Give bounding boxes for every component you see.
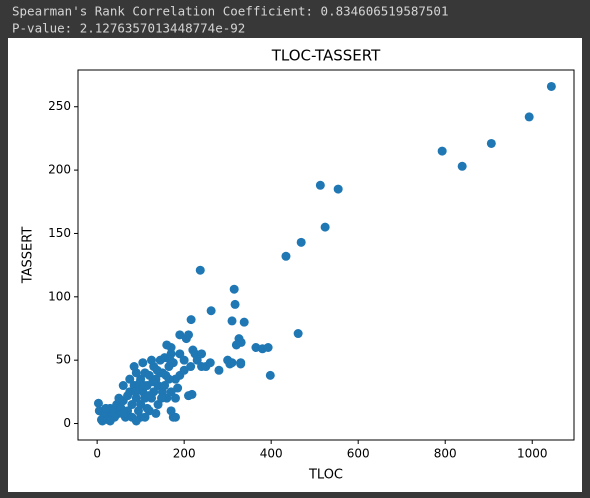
point	[320, 222, 330, 232]
point	[184, 391, 194, 401]
point	[281, 251, 291, 261]
x-tick-label: 0	[93, 447, 101, 461]
point	[101, 403, 111, 413]
point	[214, 365, 224, 375]
x-tick-label: 1000	[517, 447, 548, 461]
point	[125, 374, 135, 384]
point	[127, 400, 137, 410]
point	[118, 408, 128, 418]
point	[114, 393, 124, 403]
point	[296, 237, 306, 247]
chart-title: TLOC-TASSERT	[271, 47, 381, 65]
y-tick-label: 150	[48, 226, 71, 240]
point	[93, 398, 103, 408]
y-axis-label: TASSERT	[21, 227, 36, 285]
point	[173, 383, 183, 393]
point	[437, 146, 447, 156]
point	[186, 362, 196, 372]
point	[263, 343, 273, 352]
y-tick-label: 100	[48, 289, 71, 303]
point	[140, 412, 150, 422]
output-line: Spearman's Rank Correlation Coefficient:…	[12, 4, 449, 19]
point	[142, 403, 152, 413]
point	[179, 355, 189, 365]
x-tick-label: 600	[347, 447, 370, 461]
point	[160, 381, 170, 391]
figure	[8, 38, 582, 492]
x-tick-label: 400	[260, 447, 283, 461]
point	[152, 365, 162, 375]
point	[231, 340, 241, 350]
y-tick-label: 0	[63, 416, 71, 430]
point	[524, 112, 534, 122]
y-tick-label: 250	[48, 99, 71, 113]
point	[227, 316, 237, 326]
point	[206, 306, 216, 316]
point	[230, 299, 240, 309]
x-tick-label: 200	[173, 447, 196, 461]
point	[129, 362, 139, 372]
point	[143, 391, 153, 401]
point	[546, 81, 556, 91]
point	[236, 358, 246, 368]
point	[333, 184, 343, 194]
point	[265, 370, 275, 380]
point	[170, 393, 180, 403]
point	[166, 406, 176, 416]
point	[175, 349, 185, 359]
plot-frame	[77, 69, 575, 441]
point	[157, 393, 167, 403]
point	[118, 381, 128, 391]
point	[486, 138, 496, 148]
point	[192, 355, 202, 365]
output-line: P-value: 2.1276357013448774e-92	[12, 21, 245, 36]
point	[293, 329, 303, 339]
x-axis-label: TLOC	[308, 468, 343, 483]
point	[239, 317, 249, 327]
point	[227, 358, 237, 368]
point	[175, 330, 185, 340]
point	[130, 387, 140, 397]
point	[148, 377, 158, 387]
y-tick-label: 200	[48, 163, 71, 177]
point	[186, 315, 196, 325]
point	[179, 365, 189, 375]
point	[131, 416, 141, 426]
y-tick-label: 50	[56, 353, 71, 367]
point	[161, 370, 171, 380]
point	[147, 355, 157, 365]
point	[139, 381, 149, 391]
point	[184, 330, 194, 340]
point	[315, 180, 325, 190]
point	[229, 284, 239, 294]
point	[165, 355, 175, 365]
point	[195, 265, 205, 275]
point	[197, 349, 207, 359]
point	[151, 408, 161, 418]
point	[166, 387, 176, 397]
point	[205, 358, 215, 368]
point	[457, 161, 467, 171]
point	[138, 358, 148, 368]
point	[105, 416, 115, 426]
point	[162, 340, 172, 350]
x-tick-label: 800	[434, 447, 457, 461]
